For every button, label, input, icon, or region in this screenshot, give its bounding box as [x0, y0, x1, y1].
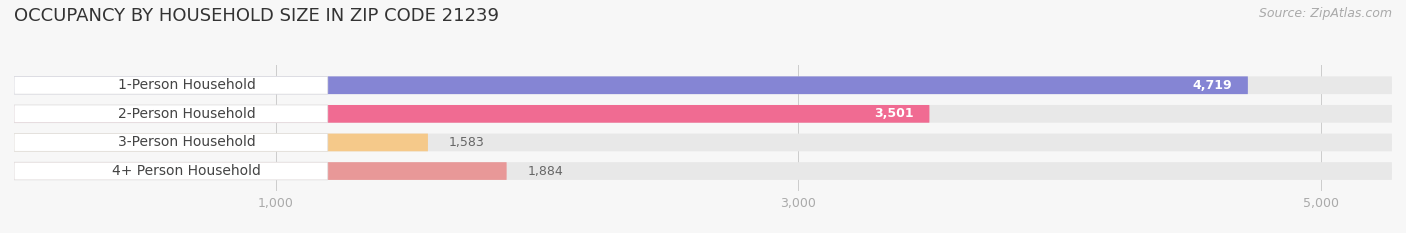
- FancyBboxPatch shape: [14, 105, 1392, 123]
- FancyBboxPatch shape: [14, 76, 1249, 94]
- FancyBboxPatch shape: [14, 105, 328, 123]
- Text: 1,583: 1,583: [449, 136, 485, 149]
- FancyBboxPatch shape: [14, 162, 328, 180]
- Text: 1-Person Household: 1-Person Household: [118, 78, 256, 92]
- Text: 4+ Person Household: 4+ Person Household: [112, 164, 262, 178]
- Text: 1,884: 1,884: [527, 164, 564, 178]
- FancyBboxPatch shape: [14, 76, 1392, 94]
- FancyBboxPatch shape: [14, 134, 1392, 151]
- FancyBboxPatch shape: [14, 162, 506, 180]
- Text: Source: ZipAtlas.com: Source: ZipAtlas.com: [1258, 7, 1392, 20]
- Text: 2-Person Household: 2-Person Household: [118, 107, 256, 121]
- Text: OCCUPANCY BY HOUSEHOLD SIZE IN ZIP CODE 21239: OCCUPANCY BY HOUSEHOLD SIZE IN ZIP CODE …: [14, 7, 499, 25]
- FancyBboxPatch shape: [14, 134, 328, 151]
- Text: 4,719: 4,719: [1192, 79, 1232, 92]
- Text: 3,501: 3,501: [875, 107, 914, 120]
- Text: 3-Person Household: 3-Person Household: [118, 135, 256, 149]
- FancyBboxPatch shape: [14, 134, 427, 151]
- FancyBboxPatch shape: [14, 162, 1392, 180]
- FancyBboxPatch shape: [14, 105, 929, 123]
- FancyBboxPatch shape: [14, 76, 328, 94]
